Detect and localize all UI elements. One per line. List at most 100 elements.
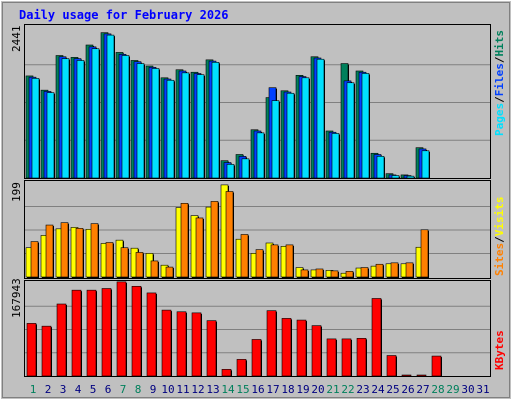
day-label-27: 27: [416, 383, 429, 396]
day-axis-labels: 1 2 3 4 5 6 7 8 9 10 11 12 13 14 15 16 17 18 19 20 21 22 23 24 2…: [30, 383, 490, 396]
panel-visits-legend: Sites/Visits: [493, 197, 506, 277]
day-label-13: 13: [206, 383, 219, 396]
bar-sites-day-27: [420, 229, 429, 278]
bar-sites-day-9: [150, 260, 159, 278]
legend-kbytes: KBytes: [493, 330, 506, 370]
panel-hits-ymax-label: 2441: [10, 26, 23, 53]
bar-sites-day-20: [315, 268, 324, 278]
bar-sites-day-26: [405, 262, 414, 278]
day-label-21: 21: [326, 383, 339, 396]
bar-pages-day-8: [136, 63, 145, 179]
bar-kbytes-day-25: [386, 355, 397, 377]
bar-sites-day-10: [165, 266, 174, 278]
legend-pages: Pages: [493, 103, 506, 136]
bar-kbytes-day-23: [356, 338, 367, 377]
bar-sites-day-23: [360, 267, 369, 278]
bar-kbytes-day-4: [71, 289, 82, 377]
day-label-30: 30: [461, 383, 474, 396]
bar-kbytes-day-2: [41, 325, 52, 377]
bar-kbytes-day-22: [341, 338, 352, 377]
bar-kbytes-day-26: [401, 374, 412, 377]
bar-kbytes-day-13: [206, 320, 217, 377]
bar-pages-day-17: [271, 100, 280, 179]
day-label-16: 16: [251, 383, 264, 396]
bar-pages-day-19: [301, 77, 310, 179]
panel-visits-ymax-label: 199: [10, 182, 23, 202]
bar-pages-day-20: [316, 58, 325, 179]
day-label-19: 19: [296, 383, 309, 396]
panel-hits-bars: [25, 32, 430, 180]
day-label-15: 15: [236, 383, 249, 396]
legend-slash-2: /: [493, 56, 506, 63]
bar-sites-day-1: [30, 241, 39, 278]
bar-kbytes-day-7: [116, 281, 127, 377]
bar-kbytes-day-11: [176, 311, 187, 377]
bar-sites-day-24: [375, 263, 384, 278]
bar-kbytes-day-14: [221, 369, 232, 377]
bar-sites-day-8: [135, 252, 144, 278]
bar-pages-day-25: [391, 175, 400, 179]
day-label-11: 11: [176, 383, 189, 396]
bar-pages-day-1: [31, 78, 40, 179]
bar-pages-day-9: [151, 68, 160, 179]
bar-pages-day-23: [361, 73, 370, 179]
day-label-5: 5: [90, 383, 97, 396]
legend-sites: Sites: [493, 243, 506, 276]
bar-sites-day-11: [180, 203, 189, 278]
bar-pages-day-4: [76, 60, 85, 179]
day-label-28: 28: [431, 383, 444, 396]
bar-sites-day-22: [345, 271, 354, 278]
day-label-17: 17: [266, 383, 279, 396]
chart-title: Daily usage for February 2026: [19, 8, 229, 22]
bar-kbytes-day-18: [281, 318, 292, 377]
legend-visits: Visits: [493, 197, 506, 237]
bar-kbytes-day-19: [296, 319, 307, 377]
day-label-26: 26: [401, 383, 414, 396]
bar-pages-day-16: [256, 132, 265, 179]
bar-pages-day-7: [121, 55, 130, 179]
bar-pages-day-15: [241, 158, 250, 179]
legend-slash-1: /: [493, 96, 506, 103]
bar-sites-day-4: [75, 228, 84, 278]
panel-visits-bars: [25, 184, 429, 278]
bar-kbytes-day-27-shadow: [418, 376, 427, 377]
day-label-29: 29: [446, 383, 459, 396]
day-label-4: 4: [75, 383, 82, 396]
bar-sites-day-17: [270, 244, 279, 278]
bar-sites-day-3: [60, 222, 69, 278]
bar-kbytes-day-21: [326, 338, 337, 377]
day-label-12: 12: [191, 383, 204, 396]
bar-sites-day-12: [195, 217, 204, 278]
bar-sites-day-5: [90, 223, 99, 278]
bar-pages-day-10: [166, 79, 175, 179]
bar-sites-day-2: [45, 224, 54, 278]
day-label-9: 9: [150, 383, 157, 396]
bar-pages-day-12: [196, 74, 205, 179]
legend-hits: Hits: [493, 30, 506, 57]
day-label-22: 22: [341, 383, 354, 396]
day-label-7: 7: [120, 383, 127, 396]
bar-sites-day-19: [300, 269, 309, 278]
day-label-1: 1: [30, 383, 37, 396]
day-label-3: 3: [60, 383, 67, 396]
bar-pages-day-13: [211, 62, 220, 179]
bar-kbytes-day-20: [311, 325, 322, 377]
bar-sites-day-25: [390, 262, 399, 278]
bar-sites-day-6: [105, 242, 114, 278]
bar-sites-day-18: [285, 244, 294, 278]
day-label-10: 10: [161, 383, 174, 396]
bar-sites-day-13: [210, 201, 219, 278]
day-label-25: 25: [386, 383, 399, 396]
bar-kbytes-day-12: [191, 312, 202, 377]
bar-pages-day-26: [406, 175, 415, 179]
day-label-20: 20: [311, 383, 324, 396]
panel-hits-legend: Pages/Files/Hits: [493, 30, 506, 136]
day-label-23: 23: [356, 383, 369, 396]
bar-pages-day-6: [106, 34, 115, 179]
day-label-14: 14: [221, 383, 235, 396]
day-label-18: 18: [281, 383, 294, 396]
bar-kbytes-day-8: [131, 285, 142, 377]
